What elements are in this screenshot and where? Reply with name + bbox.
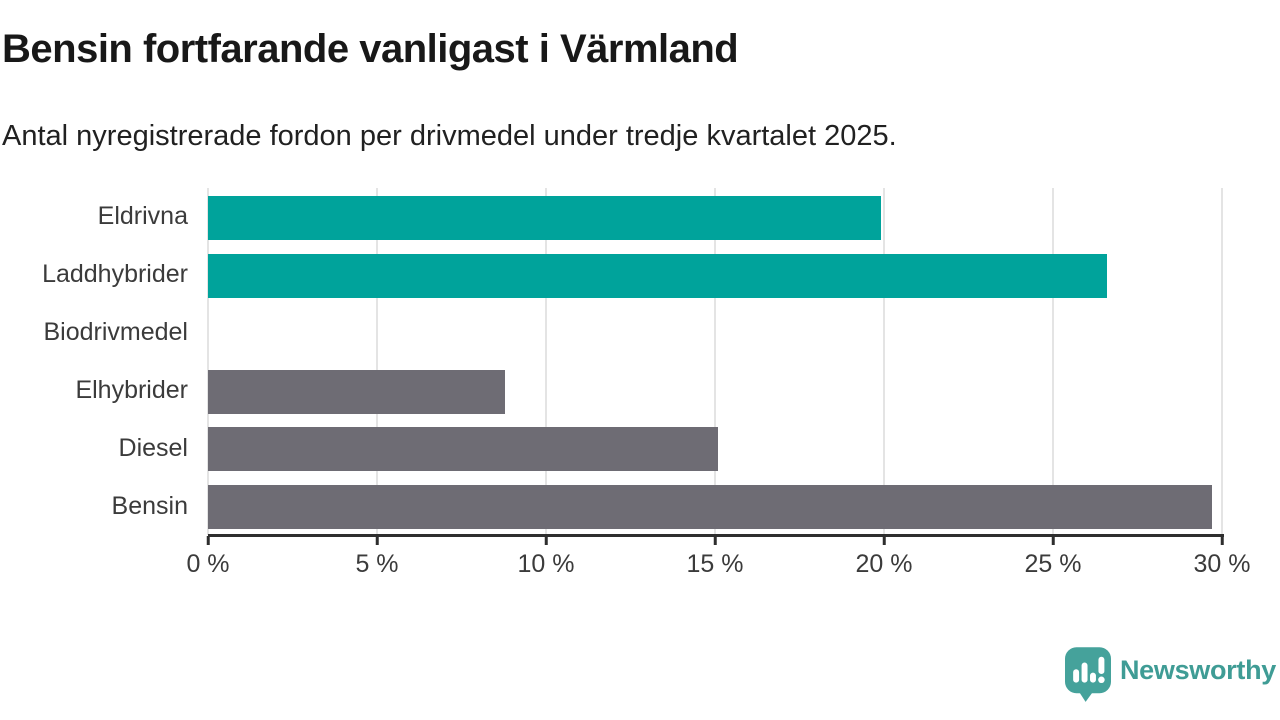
x-axis-tick-labels: 0 % 5 % 10 % 15 % 20 % 25 % 30 % [186, 550, 1250, 578]
bar-laddhybrider [208, 253, 1108, 298]
tick-mark [1051, 536, 1055, 545]
tick-label: 20 % [855, 550, 913, 578]
tick-mark [375, 536, 379, 545]
tick-mark [206, 536, 210, 545]
gridline [1221, 188, 1223, 535]
tick-mark [544, 536, 548, 545]
tick-label: 25 % [1024, 550, 1082, 578]
chart-title: Bensin fortfarande vanligast i Värmland [2, 27, 739, 71]
category-label: Laddhybrider [42, 260, 188, 289]
bar-elhybrider [208, 369, 506, 414]
newsworthy-bar-chart-bubble-icon [1064, 647, 1111, 708]
category-label: Biodrivmedel [43, 318, 188, 347]
tick-mark [882, 536, 886, 545]
bar-eldrivna [208, 196, 881, 240]
tick-label: 30 % [1193, 550, 1251, 578]
newsworthy-logo-text: Newsworthy [1119, 655, 1276, 685]
category-label: Elhybrider [75, 375, 188, 404]
x-axis-tick-marks [206, 536, 1224, 545]
y-axis-category-labels: Eldrivna Laddhybrider Biodrivmedel Elhybrid… [0, 188, 208, 535]
newsworthy-logo[interactable]: Newsworthy [1064, 647, 1276, 708]
tick-mark [713, 536, 717, 545]
gridline [545, 188, 547, 535]
plot-area [207, 188, 1223, 535]
category-label: Diesel [118, 433, 188, 462]
gridline [883, 188, 885, 535]
category-label: Bensin [111, 491, 188, 520]
gridline [207, 188, 209, 535]
tick-mark [1220, 536, 1224, 545]
gridline [1052, 188, 1054, 535]
tick-label: 15 % [686, 550, 744, 578]
category-label: Eldrivna [97, 202, 188, 231]
tick-label: 5 % [355, 550, 399, 578]
bar-diesel [208, 427, 719, 472]
chart-subtitle: Antal nyregistrerade fordon per drivmede… [2, 120, 897, 152]
gridline [714, 188, 716, 535]
gridline [376, 188, 378, 535]
bar-bensin [208, 485, 1212, 530]
x-axis-line [208, 534, 1224, 537]
tick-label: 0 % [186, 550, 230, 578]
tick-label: 10 % [517, 550, 575, 578]
